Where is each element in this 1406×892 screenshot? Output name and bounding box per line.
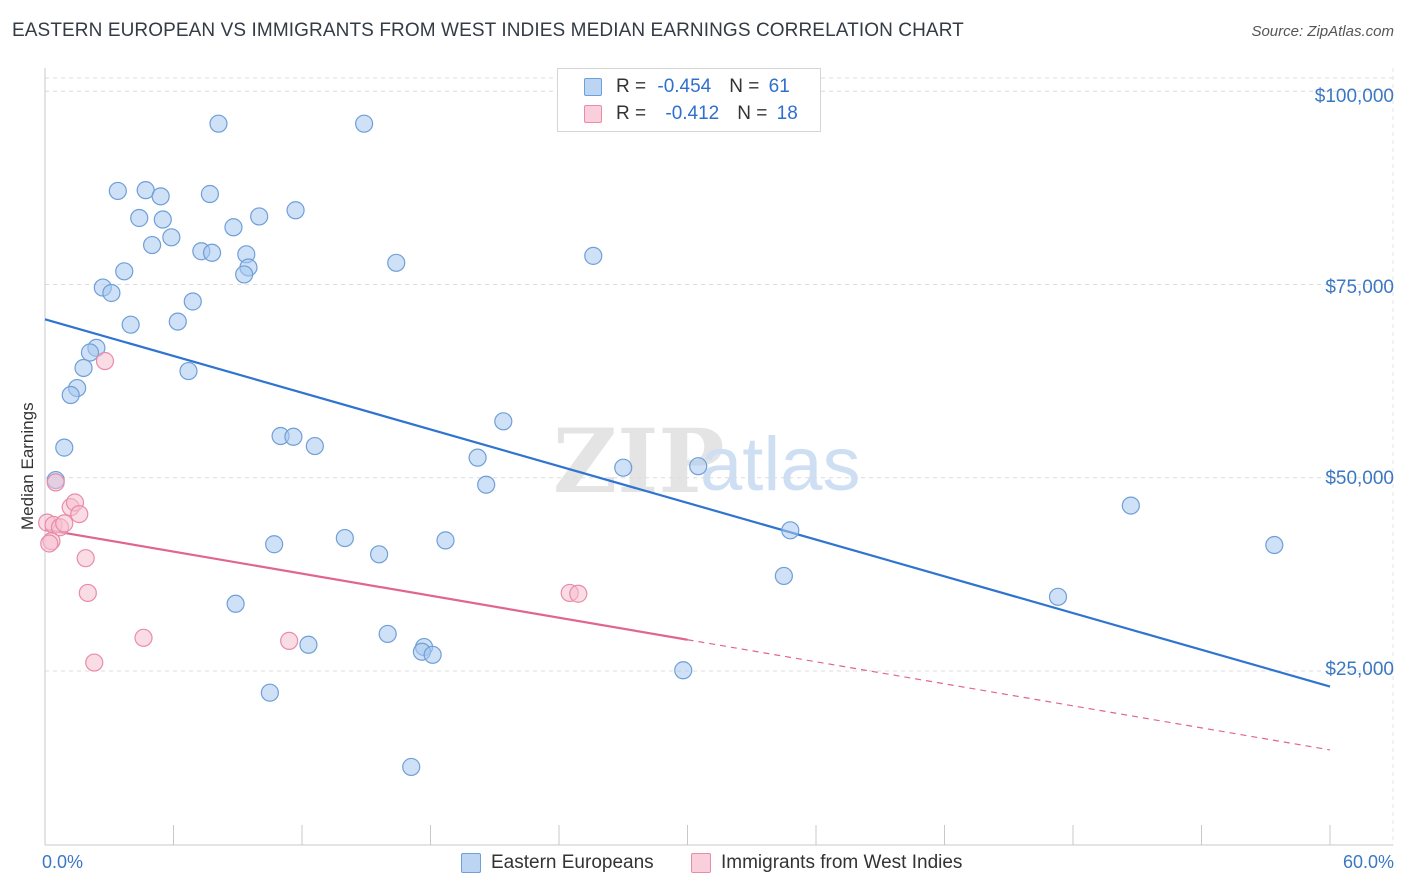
point-eastern-europeans: [179, 361, 198, 381]
point-eastern-europeans: [402, 757, 421, 777]
point-eastern-europeans: [614, 458, 633, 477]
chart-title: EASTERN EUROPEAN VS IMMIGRANTS FROM WEST…: [12, 20, 964, 41]
y-axis-label: Median Earnings: [18, 402, 37, 530]
point-eastern-europeans: [115, 262, 134, 281]
n-label: N =: [737, 103, 773, 124]
point-eastern-europeans: [80, 343, 100, 362]
legend-item-eastern-europeans: Eastern Europeans: [461, 852, 654, 874]
point-eastern-europeans: [774, 566, 793, 586]
point-eastern-europeans: [286, 201, 305, 220]
point-eastern-europeans: [265, 535, 284, 554]
pink-swatch-icon: [691, 853, 711, 873]
point-eastern-europeans: [355, 114, 374, 133]
point-eastern-europeans: [183, 292, 202, 311]
point-eastern-europeans: [55, 438, 74, 457]
point-eastern-europeans: [781, 521, 800, 540]
pink-swatch-icon: [584, 105, 602, 123]
r-value: -0.454: [657, 76, 712, 97]
point-west-indies: [55, 514, 74, 533]
point-west-indies: [134, 628, 153, 647]
point-eastern-europeans: [335, 528, 354, 548]
point-eastern-europeans: [494, 412, 513, 431]
point-eastern-europeans: [102, 283, 121, 303]
y-tick-25000: $25,000: [1325, 659, 1394, 680]
legend-label: Eastern Europeans: [491, 852, 654, 873]
point-eastern-europeans: [202, 243, 222, 262]
point-west-indies: [280, 631, 299, 650]
watermark: ZIP atlas: [553, 409, 861, 513]
legend-item-west-indies: Immigrants from West Indies: [691, 852, 962, 874]
point-eastern-europeans: [1048, 587, 1068, 606]
point-eastern-europeans: [74, 358, 93, 378]
blue-swatch-icon: [584, 78, 602, 96]
point-eastern-europeans: [387, 253, 406, 272]
point-eastern-europeans: [162, 228, 181, 247]
watermark-atlas: atlas: [700, 422, 861, 507]
n-value: 61: [768, 76, 790, 97]
point-eastern-europeans: [1265, 535, 1284, 555]
point-eastern-europeans: [584, 246, 603, 265]
point-eastern-europeans: [61, 385, 80, 405]
legend-row-pink: R = -0.412 N = 18: [584, 102, 798, 126]
n-value: 18: [776, 103, 798, 124]
point-west-indies: [85, 653, 104, 672]
point-eastern-europeans: [284, 427, 303, 446]
legend-label: Immigrants from West Indies: [721, 852, 963, 873]
r-label: R =: [616, 76, 652, 97]
data-points: [38, 114, 1284, 777]
trend-line-eastern-europeans: [44, 318, 1331, 688]
r-label: R =: [616, 103, 652, 124]
r-value: -0.412: [665, 103, 720, 124]
point-west-indies: [40, 534, 59, 553]
point-eastern-europeans: [226, 594, 245, 613]
x-tick-min: 0.0%: [42, 852, 84, 872]
y-tick-100000: $100,000: [1314, 86, 1394, 107]
point-west-indies: [78, 583, 97, 603]
x-tick-max: 60.0%: [1342, 852, 1394, 872]
point-eastern-europeans: [151, 187, 170, 206]
point-eastern-europeans: [130, 208, 149, 228]
legend-row-blue: R = -0.454 N = 61: [584, 75, 790, 99]
point-eastern-europeans: [121, 315, 140, 334]
y-tick-75000: $75,000: [1325, 277, 1394, 298]
point-eastern-europeans: [142, 235, 162, 255]
point-west-indies: [70, 504, 89, 524]
point-eastern-europeans: [108, 181, 127, 201]
point-eastern-europeans: [477, 475, 496, 494]
point-eastern-europeans: [689, 457, 708, 476]
point-eastern-europeans: [378, 624, 397, 644]
point-eastern-europeans: [153, 210, 172, 229]
point-eastern-europeans: [209, 114, 228, 133]
point-eastern-europeans: [200, 184, 220, 204]
point-eastern-europeans: [674, 661, 693, 680]
point-eastern-europeans: [260, 683, 279, 702]
point-eastern-europeans: [224, 218, 243, 237]
point-west-indies: [76, 549, 95, 568]
trend-line-extension: [687, 639, 1331, 751]
point-eastern-europeans: [168, 312, 187, 331]
point-eastern-europeans: [1121, 496, 1140, 515]
point-west-indies: [46, 473, 65, 492]
point-eastern-europeans: [235, 265, 254, 284]
point-eastern-europeans: [436, 531, 455, 550]
source-label: Source: ZipAtlas.com: [1251, 23, 1394, 40]
point-west-indies: [569, 584, 588, 603]
point-eastern-europeans: [370, 545, 389, 564]
point-eastern-europeans: [305, 436, 324, 456]
trend-lines: [44, 318, 1331, 751]
point-eastern-europeans: [299, 635, 318, 654]
blue-swatch-icon: [461, 853, 481, 873]
point-eastern-europeans: [468, 448, 487, 467]
axes: [44, 68, 1393, 846]
correlation-legend: R = -0.454 N = 61 R = -0.412 N = 18: [557, 68, 821, 132]
point-eastern-europeans: [250, 207, 269, 226]
trend-line-west-indies: [44, 528, 688, 641]
y-tick-50000: $50,000: [1325, 468, 1394, 489]
point-west-indies: [95, 351, 115, 371]
n-label: N =: [729, 76, 765, 97]
point-eastern-europeans: [423, 645, 442, 664]
